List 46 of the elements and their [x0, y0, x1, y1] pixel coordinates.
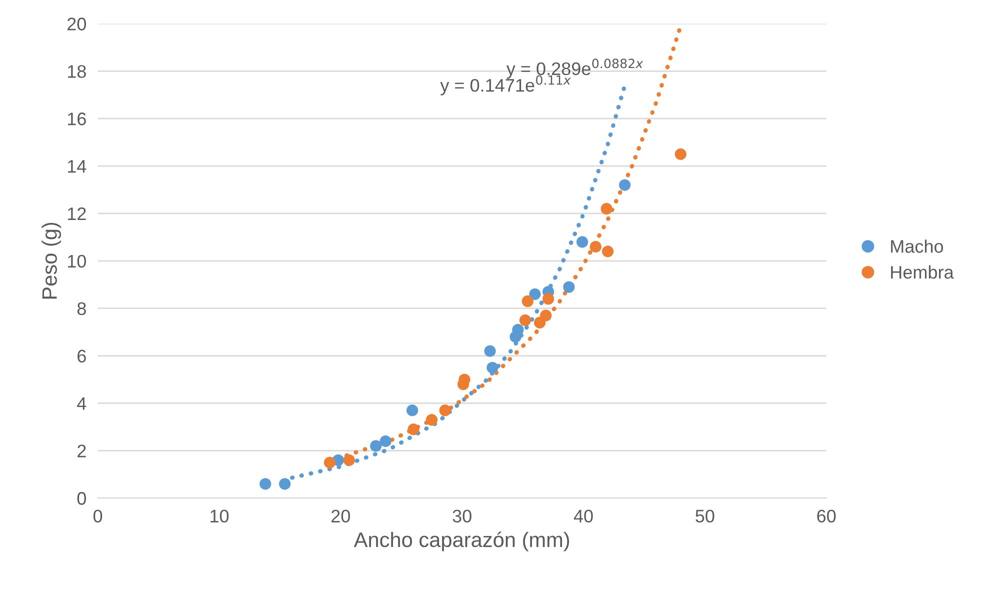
point: [324, 456, 336, 468]
point: [370, 440, 382, 452]
y-tick-label: 18: [68, 65, 86, 78]
point: [439, 404, 451, 416]
point: [522, 295, 534, 308]
point: [600, 202, 612, 215]
y-tick-label: 10: [68, 254, 86, 268]
y-tick-label: 20: [68, 18, 86, 30]
x-tick-label: 30: [452, 510, 472, 522]
point: [278, 478, 291, 490]
y-tick-label: 6: [78, 350, 86, 363]
point: [406, 404, 418, 416]
point: [602, 246, 614, 258]
y-tick-label: 0: [77, 492, 86, 505]
legend-label: Hembra: [891, 265, 954, 279]
y-tick-label: 16: [68, 112, 86, 126]
y-tick-label: 14: [68, 160, 86, 173]
point: [563, 281, 575, 293]
y-axis-title: Peso (g): [42, 222, 62, 299]
x-tick-label: 10: [210, 510, 229, 522]
y-tick-label: 8: [77, 302, 86, 316]
point: [380, 435, 392, 447]
point: [519, 314, 532, 326]
y-tick-label: 4: [77, 397, 86, 410]
legend-label: Macho: [891, 240, 944, 253]
x-axis-title: Ancho caparazón (mm): [354, 532, 570, 552]
y-tick-label: 2: [78, 444, 86, 458]
point: [343, 454, 355, 466]
point: [540, 310, 552, 322]
point: [260, 478, 272, 490]
point: [590, 240, 602, 252]
y-tick-label: 12: [68, 207, 86, 220]
point: [674, 148, 686, 160]
point: [426, 414, 438, 426]
point: [576, 236, 588, 248]
x-tick-label: 20: [332, 510, 350, 522]
x-tick-label: 0: [93, 510, 102, 522]
x-tick-label: 60: [817, 510, 836, 522]
point: [618, 179, 631, 191]
point: [529, 288, 541, 300]
x-tick-label: 50: [696, 510, 714, 522]
point: [542, 293, 554, 305]
point: [486, 362, 498, 374]
point: [408, 424, 420, 436]
point: [484, 345, 496, 357]
x-tick-label: 40: [574, 510, 593, 522]
